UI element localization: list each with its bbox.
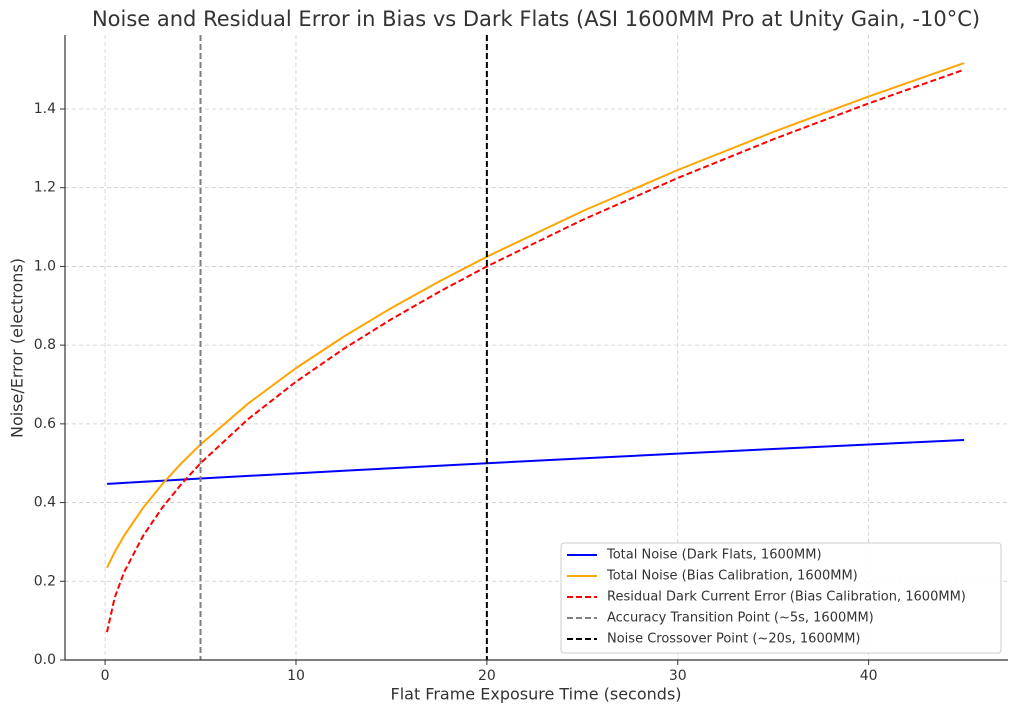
series-line xyxy=(106,438,965,485)
y-tick-label: 0.2 xyxy=(34,573,56,589)
x-axis-label: Flat Frame Exposure Time (seconds) xyxy=(390,685,681,704)
x-tick-label: 10 xyxy=(287,668,305,684)
y-tick-label: 0.8 xyxy=(34,337,56,353)
chart-title: Noise and Residual Error in Bias vs Dark… xyxy=(92,7,980,31)
legend-label: Accuracy Transition Point (~5s, 1600MM) xyxy=(607,611,874,626)
legend-label: Noise Crossover Point (~20s, 1600MM) xyxy=(607,632,861,647)
legend-label: Total Noise (Bias Calibration, 1600MM) xyxy=(606,569,858,584)
y-tick-label: 1.0 xyxy=(34,258,56,274)
y-tick-label: 0.0 xyxy=(34,652,56,668)
x-tick-label: 30 xyxy=(669,668,687,684)
series-line xyxy=(106,62,965,569)
legend-label: Total Noise (Dark Flats, 1600MM) xyxy=(606,548,822,563)
legend-label: Residual Dark Current Error (Bias Calibr… xyxy=(607,590,966,605)
y-tick-label: 0.6 xyxy=(34,416,56,432)
y-tick-label: 1.2 xyxy=(34,180,56,196)
x-tick-label: 40 xyxy=(860,668,878,684)
legend-box xyxy=(560,542,1002,654)
y-axis-label: Noise/Error (electrons) xyxy=(8,258,27,438)
y-tick-label: 1.4 xyxy=(34,101,56,117)
x-tick-label: 20 xyxy=(478,668,496,684)
y-tick-label: 0.4 xyxy=(34,495,56,511)
x-tick-label: 0 xyxy=(101,668,110,684)
